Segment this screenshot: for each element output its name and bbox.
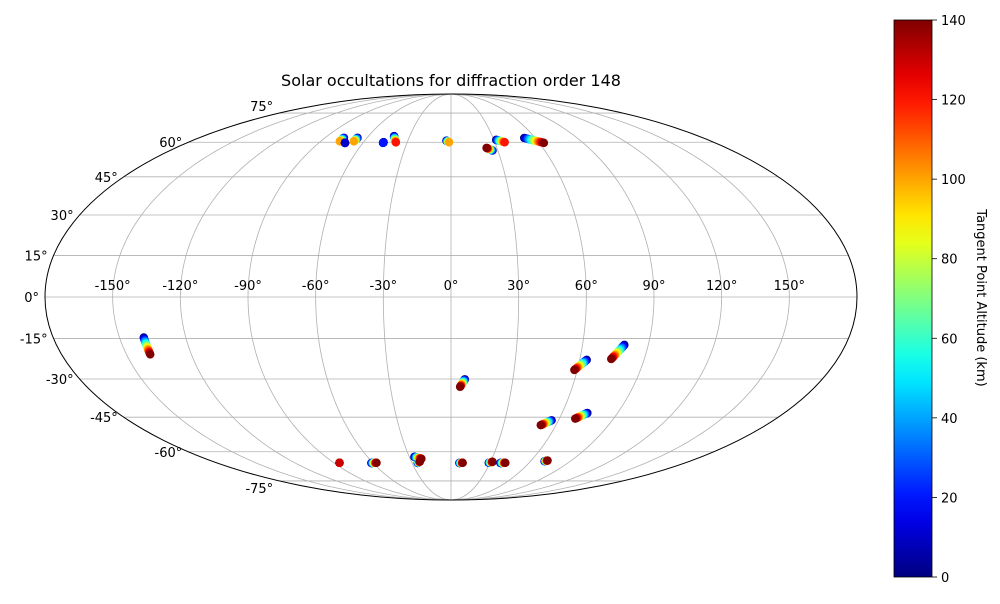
- lat-tick-label: -45°: [90, 411, 118, 426]
- occultation-track: [570, 355, 591, 375]
- occultation-track: [335, 458, 344, 468]
- occultation-point: [570, 365, 579, 375]
- occultation-point: [372, 458, 381, 468]
- occultation-track: [367, 458, 381, 468]
- lon-gridline: [315, 94, 452, 500]
- lat-tick-label: -60°: [155, 446, 183, 461]
- lon-tick-label: -120°: [162, 279, 198, 294]
- lat-tick-label: -30°: [46, 373, 74, 388]
- occultation-track: [442, 136, 454, 147]
- occultation-track: [484, 457, 497, 468]
- map-boundary: [44, 93, 858, 501]
- lat-tick-label: 0°: [24, 291, 39, 306]
- occultation-point: [415, 457, 425, 466]
- colorbar-tick-label: 0: [941, 571, 949, 586]
- occultation-point: [482, 143, 491, 153]
- occultation-track: [378, 138, 388, 148]
- colorbar-tick-label: 120: [941, 94, 966, 109]
- occultation-track: [491, 135, 509, 147]
- lon-tick-label: 30°: [507, 279, 530, 294]
- occultation-track: [455, 458, 467, 468]
- occultation-track: [482, 143, 497, 155]
- occultation-track: [455, 375, 470, 392]
- occultation-point: [501, 458, 510, 468]
- occultation-track: [571, 408, 592, 423]
- occultation-point: [455, 382, 465, 392]
- lat-tick-label: 30°: [51, 209, 74, 224]
- occultation-point: [378, 138, 388, 148]
- occultation-point: [458, 458, 467, 468]
- occultation-point: [146, 350, 155, 359]
- occultation-track: [519, 133, 549, 148]
- colorbar-tick-label: 40: [941, 412, 958, 427]
- lon-gridline: [450, 94, 790, 500]
- colorbar-tick-label: 20: [941, 491, 958, 506]
- lon-tick-label: 90°: [642, 279, 665, 294]
- occultation-point: [539, 138, 549, 148]
- occultation-track: [349, 133, 362, 146]
- colorbar-gradient: [893, 19, 933, 578]
- lon-gridline: [179, 94, 452, 500]
- occultation-track: [496, 458, 510, 468]
- occultation-point: [543, 456, 552, 465]
- lon-gridline: [382, 94, 452, 500]
- occultation-point: [444, 138, 454, 147]
- colorbar-tick-label: 60: [941, 332, 958, 347]
- colorbar-ticks: 0 20 40 60 80 100 120 140: [932, 14, 966, 586]
- colorbar-tick-label: 80: [941, 253, 958, 268]
- lon-tick-label: 0°: [444, 279, 459, 294]
- occultation-point: [571, 414, 580, 423]
- occultation-track: [340, 138, 350, 148]
- occultation-point: [488, 457, 497, 466]
- occultation-point: [607, 354, 616, 364]
- lat-tick-label: 60°: [159, 136, 182, 151]
- lat-tick-label: 75°: [250, 100, 273, 115]
- lon-gridline: [450, 94, 655, 500]
- lon-gridline: [247, 94, 452, 500]
- occultation-point: [340, 138, 350, 148]
- lat-tick-label: -15°: [20, 333, 48, 348]
- occultation-point: [391, 138, 401, 147]
- chart-title: Solar occultations for diffraction order…: [281, 71, 621, 90]
- occultation-track: [607, 340, 629, 364]
- lon-tick-labels: -150° -120° -90° -60° -30° 0° 30° 60° 90° 120° 150…: [95, 279, 805, 294]
- colorbar-tick-label: 100: [941, 173, 966, 188]
- lon-gridline: [450, 94, 723, 500]
- lon-tick-label: 150°: [774, 279, 805, 294]
- occultation-track: [540, 456, 552, 466]
- colorbar-tick-label: 140: [941, 14, 966, 29]
- lon-gridline: [112, 94, 452, 500]
- colorbar: 0 20 40 60 80 100 120 140 Tangent Point Altitud…: [893, 14, 988, 586]
- occultation-track: [139, 333, 155, 359]
- scatter-points: [139, 131, 629, 468]
- colorbar-label: Tangent Point Altitude (km): [973, 208, 988, 386]
- occultation-point: [335, 458, 344, 468]
- occultation-point: [536, 420, 545, 430]
- occultation-point: [349, 137, 359, 146]
- lon-tick-label: -60°: [302, 279, 330, 294]
- lat-tick-label: -75°: [245, 482, 273, 497]
- lon-tick-label: -150°: [95, 279, 131, 294]
- lat-tick-labels: 75° 60° 45° 30° 15° 0° -15° -30° -45° -60° -75°: [20, 100, 273, 497]
- lon-tick-label: -30°: [369, 279, 397, 294]
- grid: [45, 94, 857, 500]
- occultation-point: [500, 138, 509, 147]
- lon-tick-label: -90°: [234, 279, 262, 294]
- lon-tick-label: 120°: [706, 279, 737, 294]
- lat-tick-label: 15°: [25, 249, 48, 264]
- lon-tick-label: 60°: [575, 279, 598, 294]
- occultation-track: [536, 416, 556, 430]
- occultation-track: [389, 131, 401, 147]
- occultation-track: [413, 457, 425, 468]
- lat-tick-label: 45°: [95, 171, 118, 186]
